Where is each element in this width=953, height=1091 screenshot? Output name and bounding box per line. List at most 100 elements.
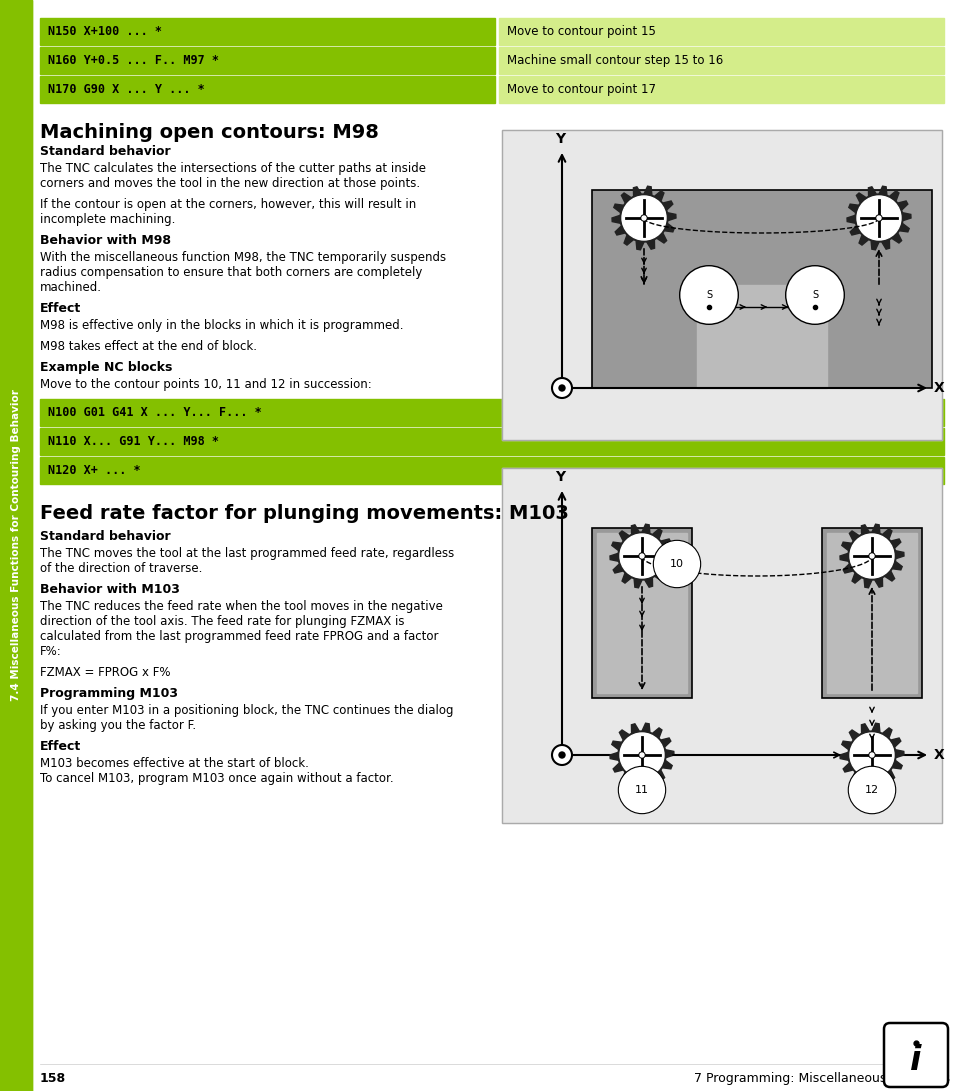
Text: Move to contour point 15: Move to contour point 15 — [506, 25, 656, 38]
Text: The TNC calculates the intersections of the cutter paths at inside: The TNC calculates the intersections of … — [40, 161, 426, 175]
Text: The TNC moves the tool at the last programmed feed rate, regardless: The TNC moves the tool at the last progr… — [40, 547, 454, 560]
Circle shape — [552, 377, 572, 398]
Text: The TNC reduces the feed rate when the tool moves in the negative: The TNC reduces the feed rate when the t… — [40, 600, 442, 613]
Bar — [40, 428, 943, 455]
Circle shape — [875, 215, 882, 221]
Circle shape — [640, 215, 646, 221]
Bar — [40, 457, 943, 484]
Bar — [498, 76, 943, 103]
Text: Move to the contour points 10, 11 and 12 in succession:: Move to the contour points 10, 11 and 12… — [40, 377, 372, 391]
Text: direction of the tool axis. The feed rate for plunging FZMAX is: direction of the tool axis. The feed rat… — [40, 615, 404, 628]
Bar — [826, 533, 916, 693]
Polygon shape — [846, 187, 910, 250]
Text: N110 X... G91 Y... M98 *: N110 X... G91 Y... M98 * — [48, 435, 219, 448]
Polygon shape — [609, 524, 673, 588]
Text: With the miscellaneous function M98, the TNC temporarily suspends: With the miscellaneous function M98, the… — [40, 251, 446, 264]
Text: Y: Y — [555, 470, 564, 484]
Text: Behavior with M103: Behavior with M103 — [40, 583, 180, 596]
Circle shape — [876, 216, 880, 220]
Text: FZMAX = FPROG x F%: FZMAX = FPROG x F% — [40, 666, 171, 679]
Text: Effect: Effect — [40, 740, 81, 753]
Text: 7 Programming: Miscellaneous Functions: 7 Programming: Miscellaneous Functions — [693, 1072, 949, 1086]
Bar — [501, 468, 941, 823]
Polygon shape — [840, 723, 903, 787]
Bar — [501, 468, 941, 823]
Text: Move to contour point 17: Move to contour point 17 — [506, 83, 656, 96]
Text: If the contour is open at the corners, however, this will result in: If the contour is open at the corners, h… — [40, 197, 416, 211]
Text: M98 takes effect at the end of block.: M98 takes effect at the end of block. — [40, 340, 256, 353]
Circle shape — [552, 745, 572, 765]
Text: Y: Y — [555, 132, 564, 146]
Text: N150 X+100 ... *: N150 X+100 ... * — [48, 25, 162, 38]
Text: calculated from the last programmed feed rate FPROG and a factor: calculated from the last programmed feed… — [40, 630, 438, 643]
Text: Example NC blocks: Example NC blocks — [40, 361, 172, 374]
Text: of the direction of traverse.: of the direction of traverse. — [40, 562, 202, 575]
Text: S: S — [811, 290, 818, 300]
Bar — [501, 130, 941, 440]
Text: machined.: machined. — [40, 281, 102, 293]
Circle shape — [639, 554, 643, 558]
Bar — [0, 0, 32, 1091]
Bar — [40, 17, 495, 45]
Text: 158: 158 — [40, 1072, 66, 1086]
Text: 10: 10 — [669, 559, 683, 570]
Text: Programming M103: Programming M103 — [40, 687, 178, 700]
Text: by asking you the factor F.: by asking you the factor F. — [40, 719, 196, 732]
Text: N160 Y+0.5 ... F.. M97 *: N160 Y+0.5 ... F.. M97 * — [48, 53, 219, 67]
Bar — [40, 399, 943, 425]
Polygon shape — [609, 723, 673, 787]
Text: M103 becomes effective at the start of block.: M103 becomes effective at the start of b… — [40, 757, 309, 770]
Bar — [597, 533, 686, 693]
Circle shape — [558, 385, 564, 391]
Text: Machine small contour step 15 to 16: Machine small contour step 15 to 16 — [506, 53, 722, 67]
Circle shape — [619, 533, 663, 578]
Text: Behavior with M98: Behavior with M98 — [40, 233, 171, 247]
Circle shape — [558, 752, 564, 758]
Circle shape — [619, 733, 663, 777]
Text: radius compensation to ensure that both corners are completely: radius compensation to ensure that both … — [40, 266, 422, 279]
Bar — [592, 190, 931, 388]
Text: F%:: F%: — [40, 645, 62, 658]
Circle shape — [639, 753, 643, 757]
Bar — [498, 17, 943, 45]
Bar — [40, 76, 495, 103]
Bar — [697, 285, 826, 388]
Text: Machining open contours: M98: Machining open contours: M98 — [40, 123, 378, 142]
Circle shape — [621, 196, 665, 240]
Text: S: S — [705, 290, 711, 300]
Text: X: X — [933, 748, 943, 762]
Circle shape — [639, 752, 644, 758]
Text: Feed rate factor for plunging movements: M103: Feed rate factor for plunging movements:… — [40, 504, 568, 523]
Circle shape — [869, 554, 873, 558]
Polygon shape — [612, 187, 676, 250]
Text: 11: 11 — [635, 786, 648, 795]
Text: To cancel M103, program M103 once again without a factor.: To cancel M103, program M103 once again … — [40, 772, 394, 786]
Circle shape — [868, 553, 874, 559]
Bar — [501, 130, 941, 440]
Text: N100 G01 G41 X ... Y... F... *: N100 G01 G41 X ... Y... F... * — [48, 406, 261, 419]
Text: corners and moves the tool in the new direction at those points.: corners and moves the tool in the new di… — [40, 177, 419, 190]
Text: i: i — [909, 1043, 921, 1077]
Bar — [592, 528, 691, 698]
Bar — [40, 47, 495, 74]
Circle shape — [641, 216, 645, 220]
Text: N170 G90 X ... Y ... *: N170 G90 X ... Y ... * — [48, 83, 205, 96]
Circle shape — [869, 753, 873, 757]
Polygon shape — [840, 524, 903, 588]
Circle shape — [868, 752, 874, 758]
Text: incomplete machining.: incomplete machining. — [40, 213, 175, 226]
Circle shape — [856, 196, 900, 240]
Text: Standard behavior: Standard behavior — [40, 530, 171, 543]
Text: 12: 12 — [864, 786, 878, 795]
Text: X: X — [933, 381, 943, 395]
Bar — [0, 0, 32, 1091]
Bar — [0, 0, 32, 1091]
Text: If you enter M103 in a positioning block, the TNC continues the dialog: If you enter M103 in a positioning block… — [40, 704, 453, 717]
Bar — [821, 528, 921, 698]
Text: Effect: Effect — [40, 302, 81, 315]
Circle shape — [849, 533, 893, 578]
Bar — [498, 47, 943, 74]
Text: M98 is effective only in the blocks in which it is programmed.: M98 is effective only in the blocks in w… — [40, 319, 403, 332]
Text: Standard behavior: Standard behavior — [40, 145, 171, 158]
Text: N120 X+ ... *: N120 X+ ... * — [48, 464, 140, 477]
